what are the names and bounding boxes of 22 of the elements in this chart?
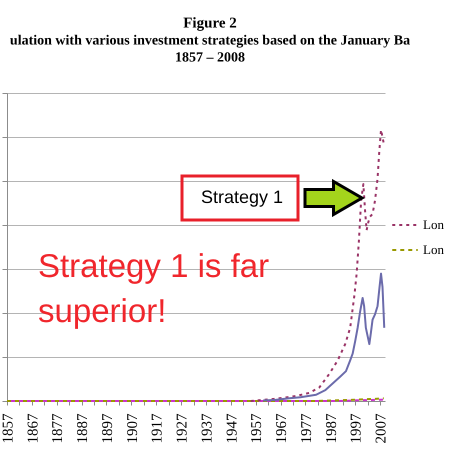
x-tick-label: 1997 [348,413,365,444]
x-tick-label: 1977 [298,413,315,444]
legend-label: Lon [423,217,444,232]
annotation: Strategy 1 [200,187,284,207]
x-tick-label: 1937 [199,413,216,444]
x-tick-label: 1957 [249,413,266,444]
x-tick-label: 1897 [100,413,116,444]
legend-label: Lon [423,242,444,257]
x-tick-label: 1967 [274,413,290,444]
annotation: Strategy 1 is far superior! [38,247,270,329]
x-tick-label: 1987 [324,413,340,444]
x-tick-label: 1927 [174,413,191,444]
x-tick-label: 1947 [224,413,240,444]
x-tick-label: 1867 [25,413,42,444]
x-tick-label: 1857 [0,413,16,444]
x-tick-label: 1887 [75,413,92,444]
chart-title: Figure 2 [183,16,237,32]
x-tick-label: 1907 [124,413,141,444]
x-tick-label: 1877 [50,413,66,444]
x-tick-label: 1917 [150,413,166,444]
x-tick-label: 2007 [374,413,390,444]
chart-subtitle: ulation with various investment strategies based on the January Ba 1857 – 2008 [10,34,410,66]
